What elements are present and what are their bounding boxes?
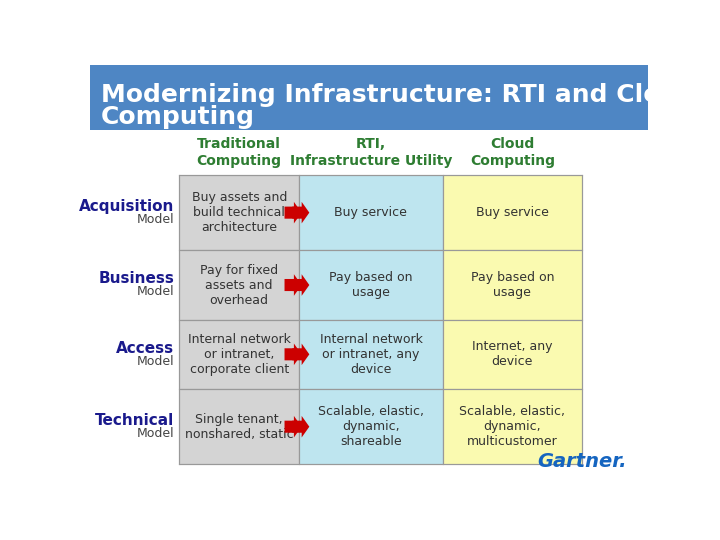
Text: Gartner.: Gartner.: [537, 453, 626, 471]
Polygon shape: [284, 202, 302, 224]
Bar: [300, 320, 443, 389]
Text: Scalable, elastic,
dynamic,
multicustomer: Scalable, elastic, dynamic, multicustome…: [459, 405, 565, 448]
Text: Access: Access: [117, 341, 174, 356]
Bar: [443, 251, 582, 320]
Bar: [300, 175, 443, 251]
Bar: [443, 320, 582, 389]
Bar: [90, 65, 648, 130]
Text: RTI,
Infrastructure Utility: RTI, Infrastructure Utility: [289, 138, 452, 168]
Polygon shape: [292, 202, 310, 224]
Text: Model: Model: [137, 286, 174, 299]
Text: Model: Model: [137, 355, 174, 368]
Bar: [300, 251, 443, 320]
Text: Model: Model: [137, 213, 174, 226]
Polygon shape: [292, 343, 310, 365]
Polygon shape: [284, 416, 302, 437]
Text: Single tenant,
nonshared, static: Single tenant, nonshared, static: [185, 413, 294, 441]
Bar: [443, 175, 582, 251]
Polygon shape: [292, 416, 310, 437]
Text: Business: Business: [99, 272, 174, 286]
Bar: [179, 389, 300, 464]
Text: Pay based on
usage: Pay based on usage: [329, 271, 413, 299]
Text: Pay for fixed
assets and
overhead: Pay for fixed assets and overhead: [200, 264, 278, 307]
Text: Internal network
or intranet, any
device: Internal network or intranet, any device: [320, 333, 423, 376]
Text: Model: Model: [137, 427, 174, 440]
Text: Computing: Computing: [101, 105, 255, 129]
Polygon shape: [292, 274, 310, 296]
Text: Scalable, elastic,
dynamic,
shareable: Scalable, elastic, dynamic, shareable: [318, 405, 424, 448]
Bar: [300, 389, 443, 464]
Bar: [179, 251, 300, 320]
Text: Buy service: Buy service: [476, 206, 549, 219]
Bar: [179, 175, 300, 251]
Text: Internet, any
device: Internet, any device: [472, 340, 553, 368]
Text: Buy service: Buy service: [335, 206, 408, 219]
Bar: [443, 389, 582, 464]
Text: Technical: Technical: [95, 413, 174, 428]
Text: Acquisition: Acquisition: [79, 199, 174, 214]
Text: Pay based on
usage: Pay based on usage: [471, 271, 554, 299]
Text: Cloud
Computing: Cloud Computing: [470, 138, 555, 168]
Polygon shape: [284, 274, 302, 296]
Text: Modernizing Infrastructure: RTI and Cloud: Modernizing Infrastructure: RTI and Clou…: [101, 83, 696, 107]
Text: Traditional
Computing: Traditional Computing: [197, 138, 282, 168]
Bar: [179, 320, 300, 389]
Text: Buy assets and
build technical
architecture: Buy assets and build technical architect…: [192, 191, 287, 234]
Text: Internal network
or intranet,
corporate client: Internal network or intranet, corporate …: [188, 333, 291, 376]
Polygon shape: [284, 343, 302, 365]
